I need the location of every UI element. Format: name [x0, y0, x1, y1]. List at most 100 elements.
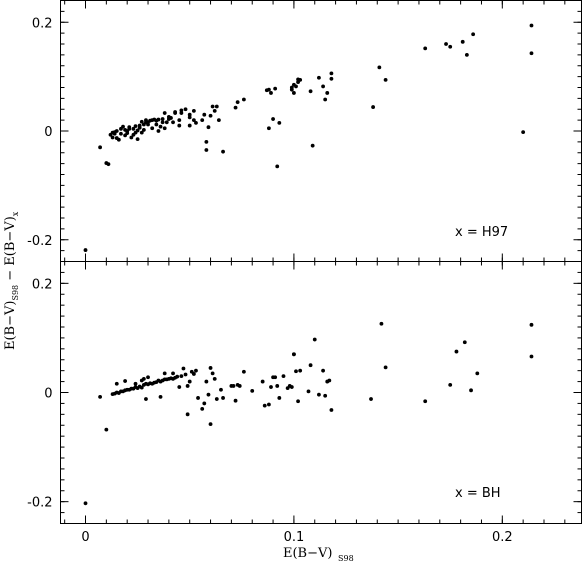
scatter-point: [191, 372, 196, 376]
scatter-point: [146, 122, 150, 127]
scatter-point: [114, 381, 119, 386]
x-axis-label-main: E(B−V): [283, 546, 332, 561]
scatter-point: [204, 148, 209, 152]
scatter-point: [208, 113, 213, 118]
scatter-point: [139, 385, 144, 390]
scatter-point: [185, 384, 190, 388]
scatter-point: [139, 130, 144, 135]
scatter-point: [462, 340, 467, 345]
scatter-point: [298, 368, 303, 373]
scatter-point: [379, 321, 384, 326]
scatter-point: [216, 118, 221, 123]
scatter-point: [329, 408, 334, 412]
scatter-point: [275, 384, 280, 388]
scatter-point: [191, 118, 196, 123]
scatter-point: [323, 97, 328, 102]
scatter-point: [454, 349, 459, 354]
scatter-point: [160, 117, 165, 121]
y-axis-label-mid: − E(B−V): [3, 216, 18, 285]
scatter-point: [191, 108, 196, 113]
scatter-point: [181, 366, 186, 371]
scatter-point: [260, 379, 265, 384]
scatter-point: [125, 131, 130, 136]
scatter-point: [369, 397, 373, 401]
scatter-point: [235, 100, 240, 105]
x-axis-label-sub: S98: [338, 554, 354, 563]
scatter-point: [175, 374, 180, 379]
scatter-point: [221, 396, 225, 400]
y-tick-label: -0.2: [27, 496, 52, 511]
scatter-point: [187, 123, 192, 128]
scatter-point: [423, 399, 428, 404]
scatter-point: [194, 120, 198, 125]
scatter-point: [241, 369, 246, 374]
scatter-point: [158, 124, 163, 129]
scatter-point: [219, 387, 223, 392]
scatter-point: [112, 131, 117, 136]
scatter-point: [214, 397, 219, 401]
scatter-point: [281, 374, 286, 379]
y-tick-label: 0: [44, 387, 52, 402]
scatter-point: [327, 378, 332, 383]
scatter-point: [475, 371, 480, 376]
scatter-point: [206, 125, 211, 130]
scatter-point: [277, 396, 282, 400]
scatter-point: [371, 105, 375, 109]
scatter-point: [194, 368, 198, 373]
scatter-point: [110, 135, 115, 140]
scatter-point: [177, 118, 182, 123]
scatter-point: [162, 111, 167, 115]
scatter-point: [289, 385, 294, 389]
scatter-point: [423, 46, 428, 51]
scatter-point: [179, 374, 184, 379]
scatter-point: [269, 91, 273, 95]
scatter-point: [321, 84, 325, 89]
scatter-point: [298, 77, 303, 82]
scatter-point: [173, 110, 178, 114]
scatter-point: [146, 375, 150, 380]
scatter-point: [310, 143, 315, 148]
scatter-point: [383, 77, 388, 82]
scatter-point: [377, 65, 382, 70]
scatter-point: [135, 137, 140, 142]
scatter-point: [210, 104, 215, 109]
scatter-point: [233, 105, 238, 110]
scatter-point: [83, 248, 88, 252]
scatter-point: [289, 87, 294, 92]
scatter-point: [98, 145, 102, 150]
scatter-point: [241, 97, 246, 102]
x-axis-title: E(B−V) S98: [283, 546, 354, 563]
scatter-point: [208, 366, 213, 370]
y-tick-label: 0: [44, 125, 52, 140]
scatter-point: [275, 164, 280, 169]
scatter-point: [329, 71, 334, 76]
scatter-point: [317, 392, 321, 397]
scatter-point: [521, 130, 526, 134]
scatter-point: [273, 375, 278, 380]
scatter-point: [214, 104, 219, 109]
scatter-point: [529, 322, 534, 327]
y-axis-label-sub1: S98: [11, 285, 20, 301]
scatter-point: [139, 119, 144, 124]
scatter-point: [202, 112, 207, 117]
scatter-point: [83, 501, 88, 506]
scatter-point: [267, 126, 271, 131]
scatter-point: [329, 76, 334, 81]
scatter-point: [221, 149, 225, 154]
scatter-point: [200, 406, 205, 411]
scatter-point: [294, 84, 298, 89]
scatter-point: [196, 396, 200, 400]
scatter-point: [116, 137, 121, 142]
scatter-point: [529, 23, 534, 28]
scatter-point: [469, 388, 473, 393]
scatter-point: [529, 354, 534, 359]
y-tick-label: 0.2: [32, 277, 53, 292]
svg-text:E(B−V)S98 − E(B−V)x: E(B−V)S98 − E(B−V)x: [3, 211, 20, 350]
scatter-point: [123, 379, 128, 383]
scatter-point: [141, 128, 146, 132]
scatter-point: [208, 422, 213, 427]
scatter-point: [133, 124, 138, 129]
y-axis-label-sub2: x: [11, 211, 20, 216]
scatter-point: [129, 135, 134, 140]
